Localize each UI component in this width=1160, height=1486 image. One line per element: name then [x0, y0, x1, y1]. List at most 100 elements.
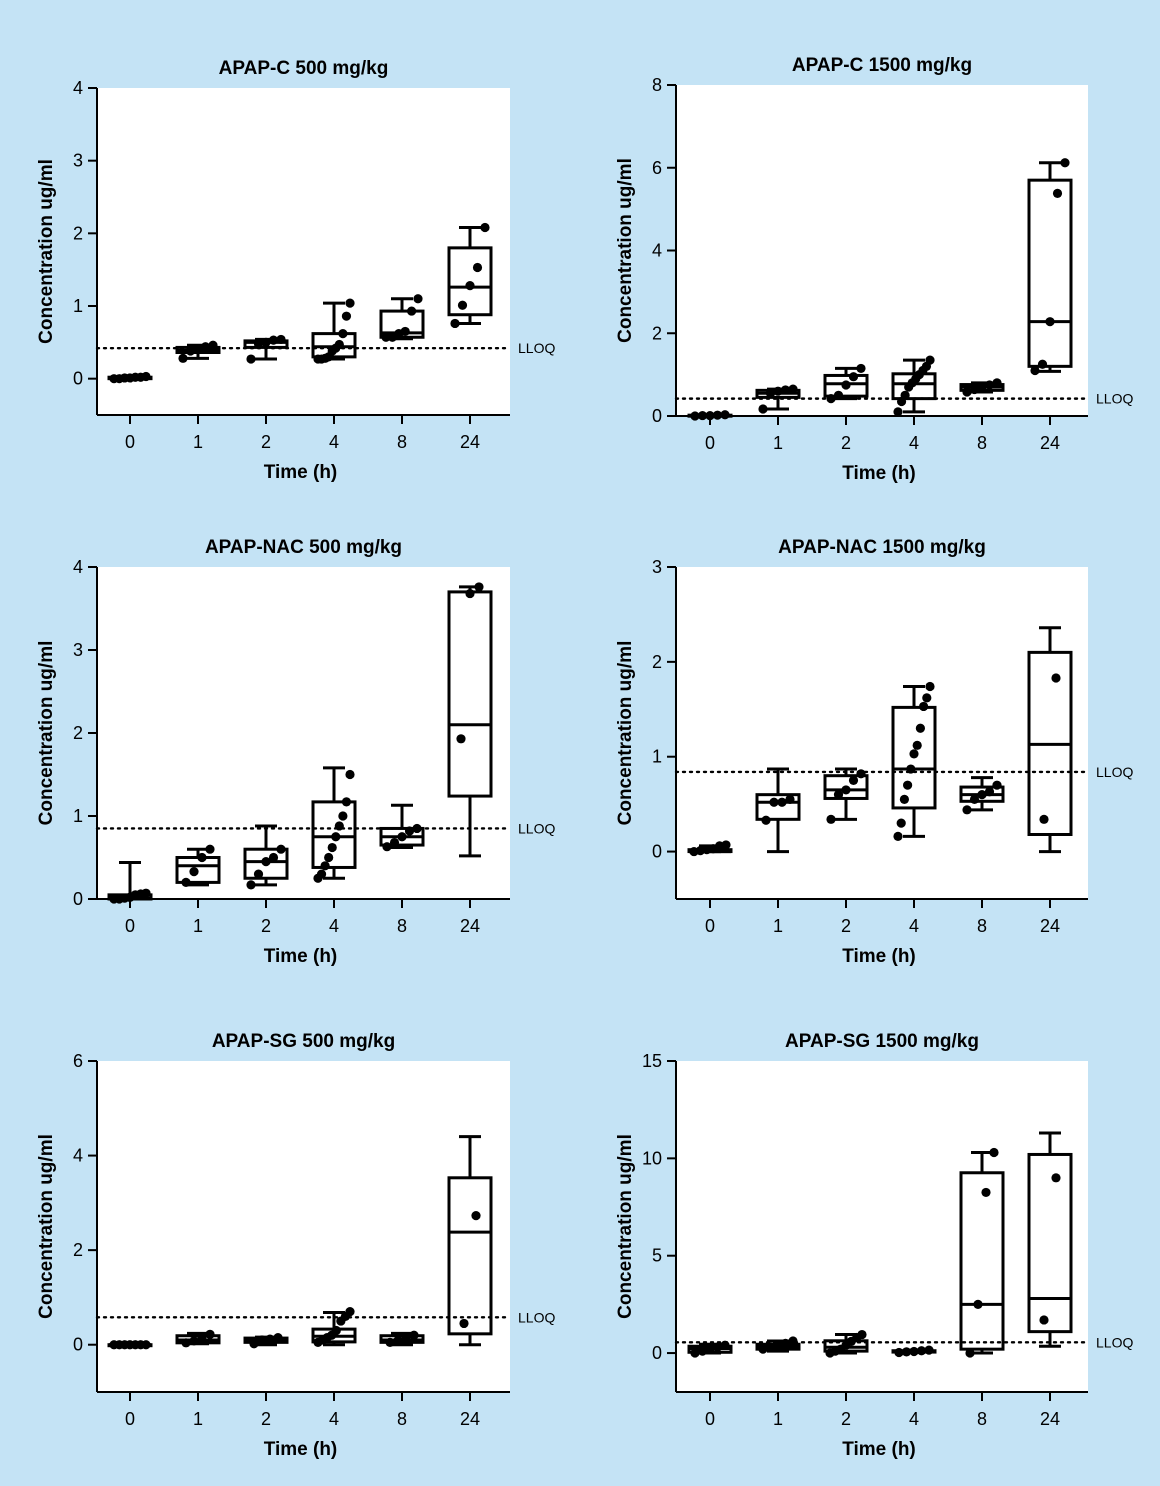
box-iqr — [1027, 178, 1073, 368]
x-tick-label: 2 — [841, 1409, 851, 1429]
x-tick-label: 24 — [1040, 1409, 1060, 1429]
data-point — [1051, 1173, 1061, 1183]
data-point — [977, 382, 987, 392]
lloq-label: LLOQ — [1096, 1334, 1133, 1350]
data-point — [249, 1339, 259, 1349]
y-tick-label: 5 — [652, 1246, 662, 1266]
data-point — [962, 805, 972, 815]
data-point — [901, 1347, 912, 1357]
data-point — [721, 840, 731, 850]
data-point — [894, 1347, 904, 1358]
chart-title: APAP-NAC 1500 mg/kg — [778, 537, 986, 558]
data-point — [385, 1337, 395, 1347]
x-tick-label: 2 — [841, 916, 851, 936]
y-tick-label: 0 — [652, 1343, 662, 1363]
data-point — [450, 318, 460, 329]
x-tick-label: 24 — [1040, 433, 1060, 453]
data-point — [899, 794, 910, 805]
data-point — [393, 1335, 403, 1346]
lloq-label: LLOQ — [1096, 764, 1133, 780]
data-point — [758, 404, 768, 414]
x-tick-label: 0 — [125, 916, 135, 936]
data-point — [409, 1330, 419, 1340]
data-point — [962, 387, 972, 397]
plot-area — [97, 567, 510, 899]
data-point — [197, 852, 207, 863]
y-tick-label: 15 — [642, 1051, 662, 1071]
x-axis-label: Time (h) — [842, 1439, 916, 1460]
data-point — [893, 407, 903, 417]
lloq-label: LLOQ — [518, 1309, 555, 1325]
box-0h — [107, 1340, 153, 1350]
x-tick-label: 2 — [261, 1409, 271, 1429]
data-point — [989, 1147, 999, 1158]
y-tick-label: 1 — [652, 747, 662, 767]
data-point — [912, 740, 922, 750]
x-tick-label: 2 — [261, 916, 271, 936]
box-1h — [755, 384, 801, 414]
data-point — [338, 811, 348, 821]
x-tick-label: 2 — [841, 433, 851, 453]
box-iqr — [447, 1176, 493, 1336]
box-8h — [379, 294, 425, 342]
y-tick-label: 0 — [652, 842, 662, 862]
x-tick-label: 1 — [193, 432, 203, 452]
data-point — [992, 780, 1002, 790]
data-point — [841, 380, 851, 390]
y-tick-label: 3 — [73, 151, 83, 171]
data-point — [389, 837, 400, 848]
x-axis-label: Time (h) — [264, 462, 338, 483]
data-point — [833, 790, 844, 800]
data-point — [397, 832, 407, 842]
data-point — [1052, 188, 1063, 199]
y-tick-label: 0 — [652, 406, 662, 426]
data-point — [331, 1325, 341, 1336]
data-point — [382, 842, 392, 852]
data-point — [471, 1211, 481, 1221]
lloq-label: LLOQ — [1096, 391, 1133, 407]
box-24h — [1027, 626, 1073, 854]
data-point — [189, 1336, 199, 1346]
data-point — [826, 814, 836, 824]
x-axis-label: Time (h) — [264, 1439, 338, 1460]
x-tick-label: 8 — [977, 1409, 987, 1429]
data-point — [1051, 673, 1061, 683]
x-tick-label: 2 — [261, 432, 271, 452]
data-point — [334, 339, 344, 350]
box-8h — [959, 378, 1005, 397]
box-0h — [687, 840, 733, 857]
chart-title: APAP-SG 500 mg/kg — [212, 1031, 395, 1052]
data-point — [1030, 365, 1040, 376]
data-point — [984, 787, 995, 797]
x-axis-label: Time (h) — [264, 946, 338, 967]
x-tick-label: 1 — [773, 916, 783, 936]
chart-title: APAP-NAC 500 mg/kg — [205, 537, 402, 558]
x-axis-label: Time (h) — [842, 463, 916, 484]
y-axis-label: Concentration ug/ml — [615, 158, 636, 343]
data-point — [413, 294, 423, 304]
data-point — [141, 888, 151, 898]
x-tick-label: 1 — [773, 433, 783, 453]
box-iqr — [1027, 1152, 1073, 1334]
data-point — [345, 769, 355, 780]
x-tick-label: 8 — [397, 916, 407, 936]
data-point — [925, 681, 935, 692]
x-tick-label: 24 — [460, 916, 480, 936]
data-point — [765, 388, 776, 398]
x-tick-label: 4 — [909, 433, 919, 453]
x-tick-label: 1 — [193, 916, 203, 936]
y-tick-label: 2 — [73, 223, 83, 243]
box-1h — [175, 1329, 221, 1348]
x-tick-label: 0 — [125, 1409, 135, 1429]
data-point — [992, 378, 1002, 388]
data-point — [761, 815, 771, 825]
y-axis-label: Concentration ug/ml — [36, 641, 57, 826]
data-point — [916, 1346, 927, 1356]
box-24h — [447, 222, 493, 329]
data-point — [712, 1342, 723, 1352]
chart-title: APAP-SG 1500 mg/kg — [785, 1031, 979, 1052]
y-axis-label: Concentration ug/ml — [615, 1134, 636, 1319]
